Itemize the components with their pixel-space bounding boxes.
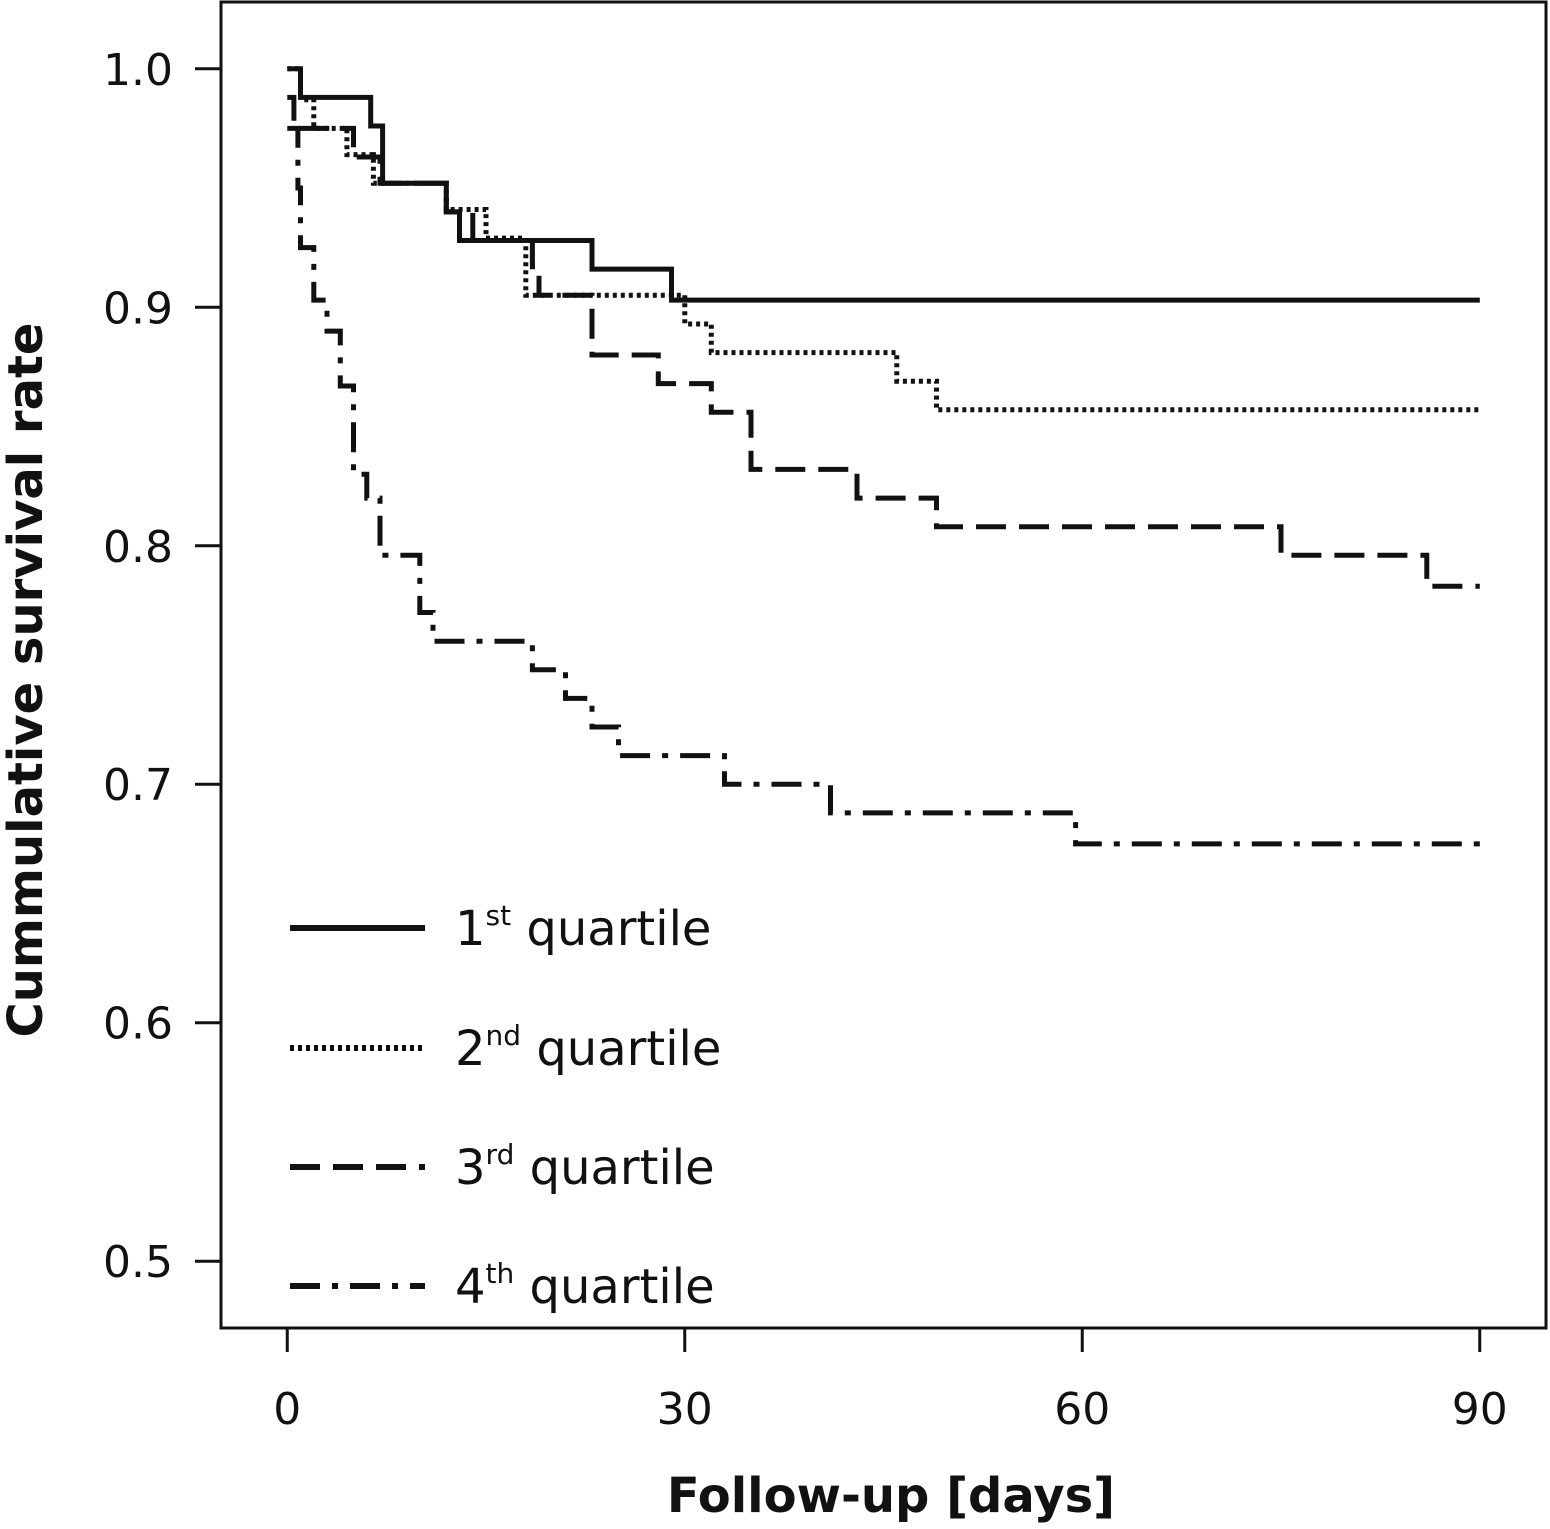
plot-frame	[219, 0, 1548, 1330]
y-tick-label: 0.7	[103, 760, 173, 811]
legend-label-3: 3rd quartile	[455, 1138, 715, 1196]
series-line-1	[287, 66, 1480, 303]
x-tick-label: 60	[1054, 1384, 1110, 1435]
legend-label-1: 1st quartile	[455, 899, 711, 957]
y-tick-label: 1.0	[103, 45, 173, 96]
legend-label-4: 4th quartile	[455, 1257, 715, 1315]
y-tick-label: 0.9	[103, 283, 173, 334]
legend-number: 3	[455, 1140, 486, 1196]
x-tick-label: 30	[657, 1384, 713, 1435]
y-tick-label: 0.6	[103, 999, 173, 1050]
legend-label-2: 2nd quartile	[455, 1019, 721, 1077]
legend-superscript: nd	[486, 1019, 522, 1052]
legend-number: 2	[455, 1021, 486, 1077]
legend-suffix: quartile	[511, 901, 711, 957]
legend-superscript: rd	[486, 1138, 515, 1171]
legend-number: 1	[455, 901, 486, 957]
legend-suffix: quartile	[521, 1021, 721, 1077]
series-layer	[287, 66, 1480, 847]
series-line-2	[287, 66, 1480, 413]
legend-suffix: quartile	[514, 1140, 714, 1196]
x-axis-title: Follow-up [days]	[667, 1468, 1115, 1524]
legend-suffix: quartile	[514, 1259, 714, 1315]
y-tick-label: 0.8	[103, 522, 173, 573]
legend-superscript: st	[486, 899, 512, 932]
x-axis: 0 30 60 90	[273, 1328, 1508, 1435]
x-tick-label: 0	[273, 1384, 301, 1435]
series-line-4	[287, 125, 1480, 847]
y-axis: 1.0 0.9 0.8 0.7 0.6 0.5	[103, 45, 221, 1288]
y-axis-title: Cummulative survival rate	[0, 323, 54, 1038]
x-tick-label: 90	[1452, 1384, 1508, 1435]
legend-superscript: th	[486, 1257, 515, 1290]
series-line-3	[287, 94, 1480, 589]
y-tick-label: 0.5	[103, 1237, 173, 1288]
legend-number: 4	[455, 1259, 486, 1315]
